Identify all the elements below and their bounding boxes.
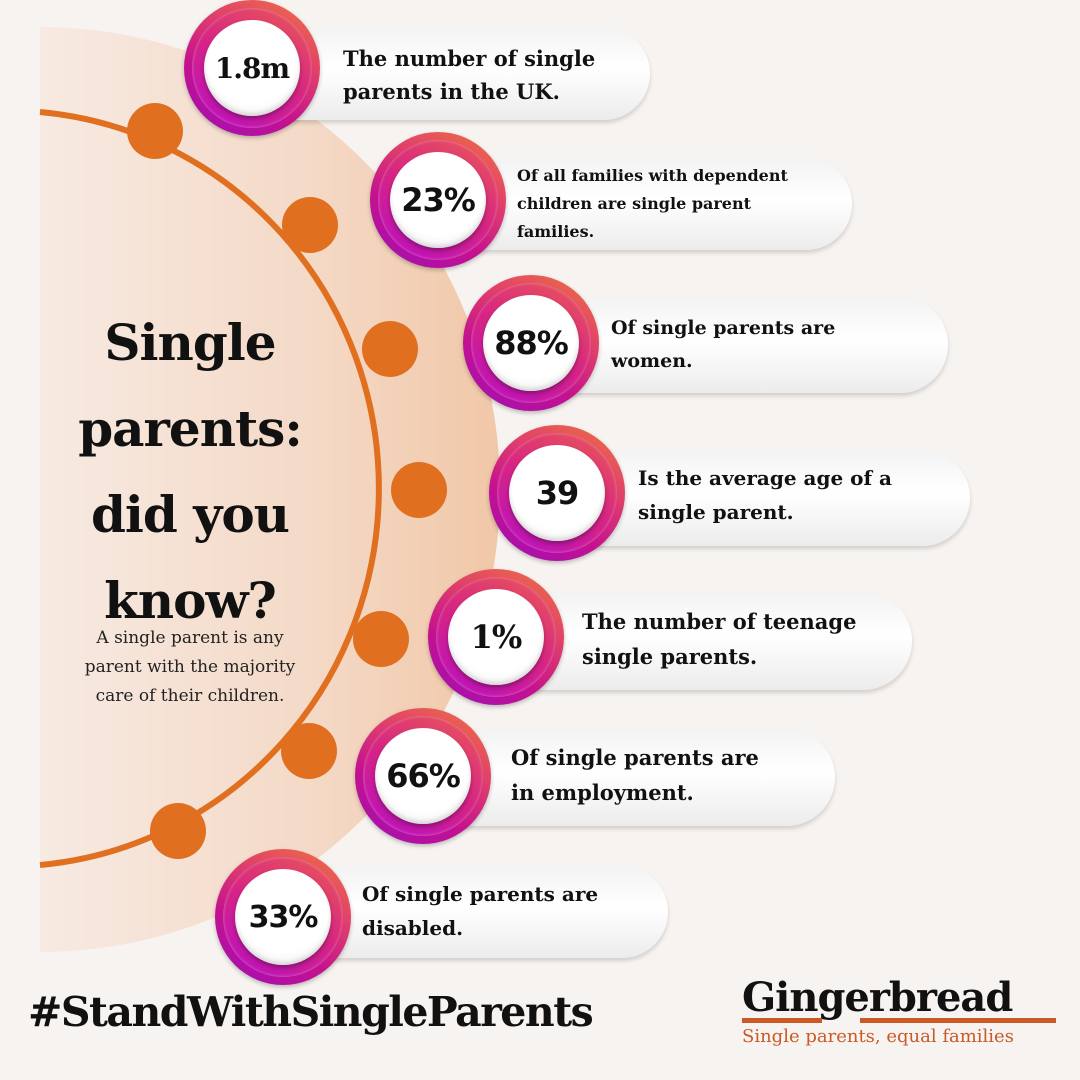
fact-description: Of single parents are women.	[611, 317, 836, 372]
stat-badge: 33%	[215, 849, 351, 985]
logo-tagline: Single parents, equal families	[742, 1026, 1014, 1047]
timeline-dot	[362, 321, 418, 377]
timeline-dot	[281, 723, 337, 779]
stat-value: 88%	[483, 295, 579, 391]
timeline-dot	[282, 197, 338, 253]
fact-description: The number of single parents in the UK.	[343, 46, 596, 104]
page-title: Single parents: did you know?	[40, 300, 340, 644]
stat-value: 1%	[448, 589, 544, 685]
title-line: parents:	[78, 399, 303, 458]
title-line: know?	[104, 571, 277, 630]
fact-description: Of single parents are disabled.	[362, 882, 599, 940]
stat-badge: 1.8m	[184, 0, 320, 136]
logo-underline	[742, 1018, 822, 1023]
definition-text: A single parent is any parent with the m…	[40, 624, 340, 711]
timeline-dot	[150, 803, 206, 859]
fact-description: Is the average age of a single parent.	[638, 466, 893, 524]
title-line: did you	[90, 485, 290, 544]
definition-line: care of their children.	[95, 686, 285, 706]
title-line: Single	[104, 313, 276, 372]
fact-description: Of single parents are in employment.	[511, 745, 759, 805]
stat-badge: 23%	[370, 132, 506, 268]
stat-value: 1.8m	[204, 20, 300, 116]
stat-value: 66%	[375, 728, 471, 824]
stat-value: 39	[509, 445, 605, 541]
definition-line: A single parent is any	[96, 628, 284, 648]
fact-description: The number of teenage single parents.	[582, 609, 857, 669]
logo-wordmark: Gingerbread	[742, 974, 1013, 1021]
timeline-dot	[391, 462, 447, 518]
stat-badge: 39	[489, 425, 625, 561]
stat-badge: 1%	[428, 569, 564, 705]
fact-description: Of all families with dependent children a…	[517, 166, 788, 241]
definition-line: parent with the majority	[84, 657, 296, 677]
timeline-dot	[127, 103, 183, 159]
stat-value: 23%	[390, 152, 486, 248]
timeline-dot	[353, 611, 409, 667]
campaign-hashtag: #StandWithSingleParents	[28, 988, 594, 1036]
stat-value: 33%	[235, 869, 331, 965]
stat-badge: 66%	[355, 708, 491, 844]
stat-badge: 88%	[463, 275, 599, 411]
logo-underline	[860, 1018, 1056, 1023]
